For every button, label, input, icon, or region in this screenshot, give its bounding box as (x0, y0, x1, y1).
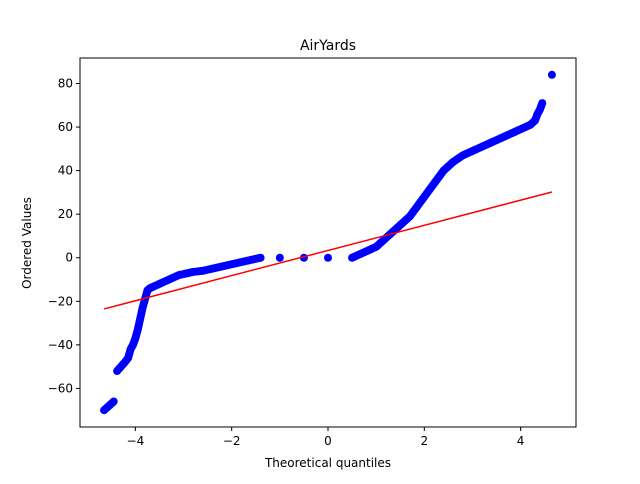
y-axis-label: Ordered Values (20, 197, 34, 289)
y-tick-label: 0 (65, 251, 73, 265)
x-tick-label: 2 (420, 434, 428, 448)
x-tick-label: −2 (223, 434, 241, 448)
fit-line (103, 191, 553, 310)
x-tick-label: 0 (324, 434, 332, 448)
data-point (538, 99, 547, 108)
chart-title: AirYards (300, 38, 356, 54)
y-tick-label: −20 (48, 294, 73, 308)
data-point (256, 253, 265, 262)
y-tick-label: 80 (58, 76, 73, 90)
y-tick-label: 20 (58, 207, 73, 221)
data-point (324, 253, 332, 262)
data-point (109, 397, 118, 406)
y-tick-label: 40 (58, 164, 73, 178)
y-tick-label: −40 (48, 338, 73, 352)
x-tick-label: −4 (127, 434, 145, 448)
data-point (547, 70, 556, 79)
y-tick-label: −60 (48, 381, 73, 395)
x-tick-label: 4 (517, 434, 525, 448)
data-point (275, 253, 284, 262)
x-axis-label: Theoretical quantiles (264, 456, 391, 470)
y-tick-label: 60 (58, 120, 73, 134)
